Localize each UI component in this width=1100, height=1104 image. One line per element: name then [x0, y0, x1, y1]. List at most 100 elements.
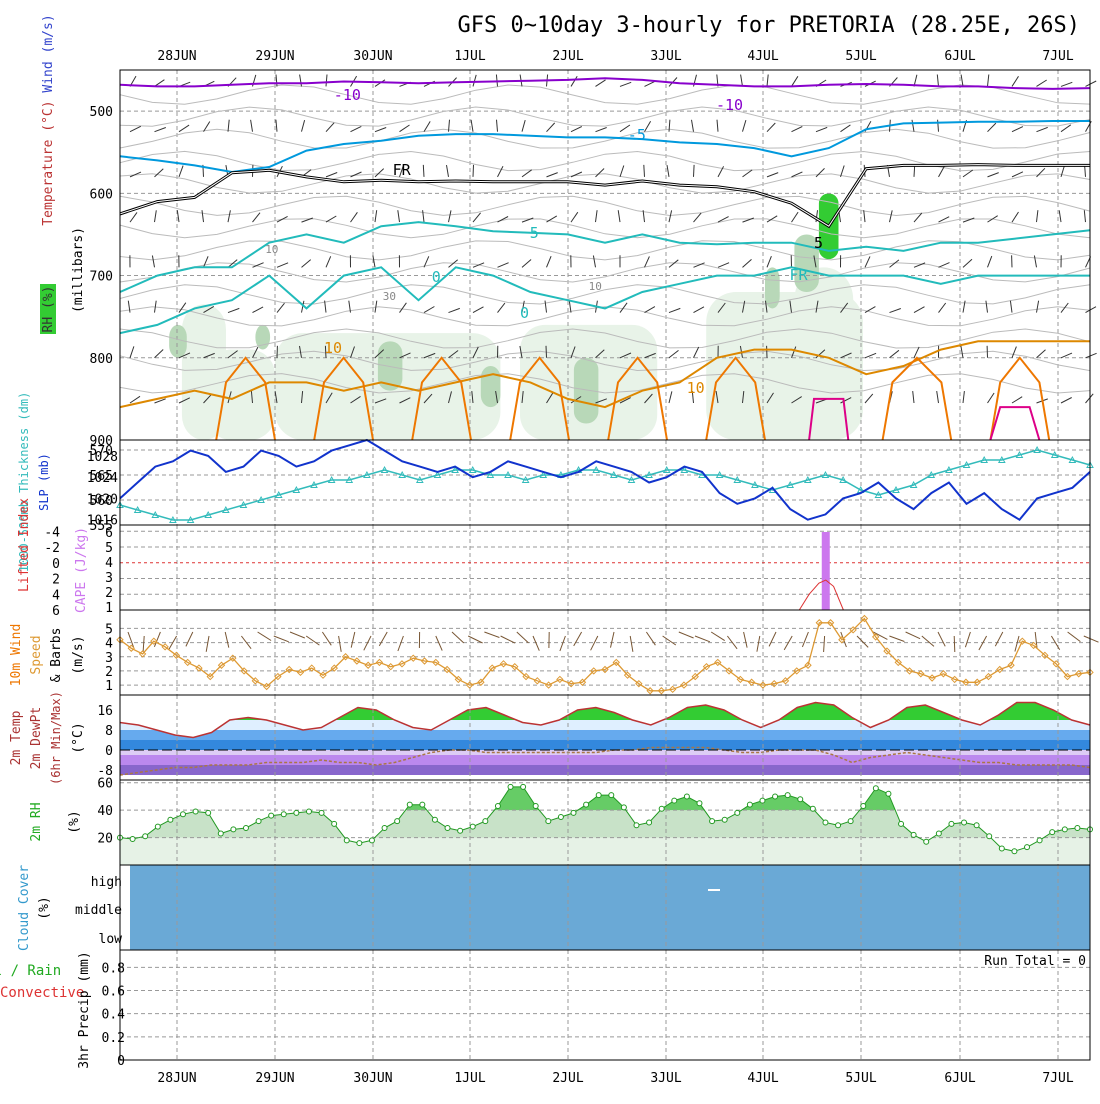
upper-wind-barb	[522, 170, 532, 177]
x-tick-top-0: 28JUN	[157, 49, 196, 64]
rh2m-ylabel-1-part-0: 2m RH	[29, 802, 44, 841]
upper-ylabel-mb: (millibars)	[71, 227, 86, 313]
upper-wind-barb	[326, 123, 334, 132]
upper-wind-barb	[890, 309, 901, 313]
upper-wind-barb	[816, 168, 825, 176]
cape-ylabel-part-0: CAPE (J/kg)	[74, 527, 89, 613]
upper-ylabel-rh-text: RH (%)	[41, 286, 56, 333]
rh2m-ylabel-2: (%)	[67, 810, 82, 833]
wind-barb	[889, 636, 904, 642]
temp-ylabel-2-part-0: 2m DewPt	[29, 707, 44, 770]
rh2m-ylabel-1: 2m RH	[29, 802, 44, 841]
upper-wind-barb	[767, 123, 775, 132]
upper-wind-barb	[546, 346, 547, 358]
cloud-ylabel-1: Cloud Cover	[17, 865, 32, 951]
cloud-cover-fill	[130, 865, 1090, 950]
x-tick-top-4: 2JUL	[552, 49, 583, 64]
run-total: Run Total = 0	[984, 954, 1086, 969]
wind-barb	[398, 636, 404, 651]
rh2m-point-11	[256, 819, 261, 824]
cape-ylabel-text: CAPE (J/kg)	[74, 527, 89, 613]
upper-wind-barb	[152, 256, 154, 268]
upper-wind-barb	[449, 308, 460, 312]
cape-ytick-4: 2	[105, 586, 113, 601]
upper-wind-barb	[718, 263, 729, 268]
temp-band-warm	[120, 730, 1090, 740]
wind-ylabel-1: 10m Wind	[9, 624, 24, 687]
temp-ylabel-4-part-0: (°C)	[71, 722, 86, 753]
rh2m-point-27	[458, 828, 463, 833]
upper-wind-barb	[1086, 394, 1094, 403]
upper-wind-barb	[1037, 127, 1048, 131]
rh2m-point-13	[281, 812, 286, 817]
rh2m-point-19	[357, 841, 362, 846]
rh2m-point-55	[810, 806, 815, 811]
wind-ytick-1: 2	[105, 665, 113, 680]
upper-wind-barb	[569, 301, 571, 313]
rh2m-point-14	[294, 810, 299, 815]
upper-wind-barb	[130, 346, 134, 357]
x-tick-bottom-1: 29JUN	[255, 1071, 294, 1086]
wind-barb	[379, 632, 387, 646]
upper-wind-barb	[986, 301, 988, 313]
rh2m-ylabel-1-text: 2m RH	[29, 802, 44, 841]
cloud-ytick-1: middle	[75, 903, 122, 918]
li-ylabel: Lifted Index	[17, 498, 32, 592]
upper-ytick-3: 800	[90, 352, 113, 367]
rh2m-point-52	[773, 794, 778, 799]
contour-label-1: -10	[716, 96, 743, 114]
upper-wind-barb	[669, 120, 670, 132]
wind-ylabel-2-part-0: Speed	[29, 635, 44, 674]
upper-wind-barb	[988, 75, 989, 87]
li-ytick-2: 0	[52, 557, 60, 572]
x-tick-bottom-9: 7JUL	[1042, 1071, 1073, 1086]
upper-wind-barb	[375, 128, 386, 132]
upper-wind-barb	[375, 169, 384, 177]
upper-wind-barb	[302, 260, 311, 268]
upper-wind-barb	[177, 210, 179, 222]
wind-barb	[533, 636, 539, 651]
rh2m-point-31	[508, 784, 513, 789]
wind-barb	[744, 632, 748, 648]
rh2m-point-40	[621, 805, 626, 810]
upper-wind-barb	[375, 210, 377, 222]
wind-barb	[757, 636, 760, 652]
upper-wind-barb	[1012, 127, 1023, 132]
upper-wind-barb	[473, 165, 474, 177]
rh2m-point-48	[722, 817, 727, 822]
upper-wind-barb	[645, 81, 656, 86]
rh2m-point-46	[697, 801, 702, 806]
upper-wind-barb	[204, 256, 209, 267]
upper-wind-barb	[251, 120, 253, 132]
upper-wind-barb	[620, 166, 624, 177]
contour-label-6: 0	[520, 304, 529, 322]
upper-wind-barb	[473, 213, 481, 222]
upper-wind-barb	[424, 121, 430, 131]
upper-wind-barb	[694, 165, 695, 177]
rh2m-point-50	[747, 802, 752, 807]
upper-wind-barb	[1012, 397, 1022, 403]
cloud-gap	[708, 889, 720, 891]
rh2m-point-75	[1062, 827, 1067, 832]
rh2m-point-61	[886, 791, 891, 796]
rh2m-point-41	[634, 823, 639, 828]
x-tick-bottom-2: 30JUN	[353, 1071, 392, 1086]
upper-ylabel-temp-wind-part-0: Temperature (°C)	[41, 100, 56, 225]
wind-barb	[290, 632, 305, 638]
wind-barb	[351, 632, 355, 648]
rh2m-point-45	[684, 794, 689, 799]
rh2m-band-low	[120, 838, 1090, 865]
upper-wind-barb	[571, 172, 582, 177]
upper-wind-barb	[596, 128, 607, 132]
contour-label-3: FR	[393, 161, 412, 179]
upper-wind-barb	[253, 213, 261, 222]
upper-wind-barb	[498, 303, 505, 312]
x-tick-top-6: 4JUL	[747, 49, 778, 64]
rh-contour-6	[120, 219, 1090, 238]
upper-wind-barb	[914, 347, 919, 358]
contour-hot-1	[990, 407, 1039, 440]
rh2m-point-35	[558, 815, 563, 820]
upper-wind-barb	[669, 210, 672, 222]
upper-wind-barb	[276, 120, 277, 132]
